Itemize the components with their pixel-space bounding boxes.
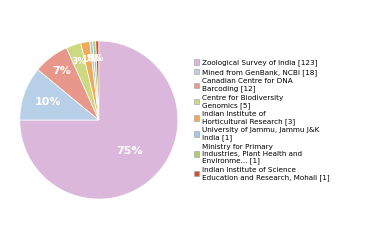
Text: 1%: 1% — [88, 54, 103, 63]
Wedge shape — [93, 41, 99, 120]
Wedge shape — [20, 41, 178, 199]
Text: 10%: 10% — [35, 97, 62, 107]
Text: 3%: 3% — [71, 57, 87, 66]
Text: 7%: 7% — [52, 66, 71, 76]
Text: 75%: 75% — [116, 146, 143, 156]
Text: 1%: 1% — [85, 54, 101, 63]
Wedge shape — [38, 48, 99, 120]
Wedge shape — [96, 41, 99, 120]
Wedge shape — [90, 41, 99, 120]
Legend: Zoological Survey of India [123], Mined from GenBank, NCBI [18], Canadian Centre: Zoological Survey of India [123], Mined … — [194, 59, 330, 181]
Wedge shape — [20, 70, 99, 120]
Wedge shape — [66, 43, 99, 120]
Wedge shape — [81, 42, 99, 120]
Text: 1%: 1% — [81, 55, 96, 64]
